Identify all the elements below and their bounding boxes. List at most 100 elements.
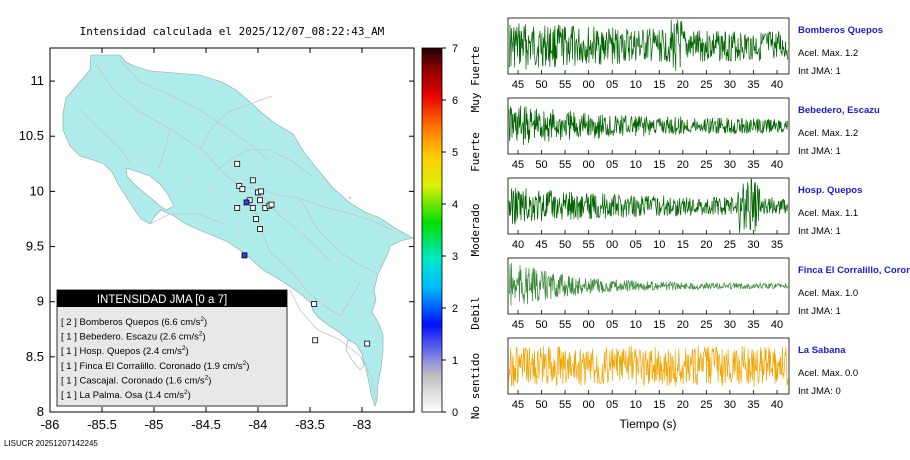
station-marker [364, 340, 371, 347]
station-name: Hosp. Quepos [798, 185, 862, 196]
map-y-tick-label: 9 [37, 294, 44, 309]
station-markers [234, 160, 371, 347]
map-y-tick-label: 9.5 [26, 239, 44, 254]
legend-item-level: [ 1 ] [61, 346, 79, 357]
waveform-tick-label: 45 [512, 159, 524, 171]
waveform-tick-label: 10 [630, 79, 642, 91]
waveform-tick-label: 00 [606, 239, 618, 251]
waveform-panel: 40 45 50 55 00 05 10 15 20 25 30 35 Hosp. Quepos Acel… [507, 177, 862, 251]
legend-item-sup: 2 [205, 374, 209, 381]
legend-header [57, 290, 287, 307]
waveform-tick-label: 50 [535, 319, 547, 331]
station-marker [239, 186, 246, 193]
waveform-tick-label: 40 [512, 239, 524, 251]
map-y-tick-label: 10.5 [19, 128, 44, 143]
waveform-tick-label: 45 [512, 399, 524, 411]
waveform-tick-label: 05 [630, 239, 642, 251]
colorbar-tick-label: 3 [452, 251, 458, 263]
waveform-tick-label: 50 [559, 239, 571, 251]
waveform-tick-label: 40 [771, 159, 783, 171]
legend-item-level: [ 1 ] [61, 390, 79, 401]
station-int-jma: Int JMA: 0 [798, 386, 841, 397]
map-frame [49, 47, 415, 413]
legend-item-sup: 2 [184, 389, 188, 396]
waveform-tick-label: 40 [771, 399, 783, 411]
waveform-panel: 45 50 55 00 05 10 15 20 25 30 35 40 La Sabana Acel. M… [507, 337, 858, 411]
legend-item-tail: ) [208, 375, 211, 386]
road-network [79, 59, 393, 401]
station-marker [243, 199, 250, 206]
legend-item-value: (1.6 cm/s [166, 375, 205, 386]
legend-item-tail: ) [204, 317, 207, 328]
waveform-tick-label: 10 [630, 159, 642, 171]
legend-item: [ 1 ] Cascajal. Coronado (1.6 cm/s2) [61, 374, 211, 386]
legend-item-tail: ) [188, 390, 191, 401]
legend-item-value: (1.9 cm/s [204, 361, 243, 372]
station-marker [241, 252, 248, 259]
map-x-axis: -86 -85.5 -85 -84.5 -84 -83.5 -83 [41, 48, 372, 432]
map-x-tick-label: -83 [353, 417, 372, 432]
station-marker [249, 205, 256, 211]
station-marker [257, 197, 263, 204]
station-name: Bomberos Quepos [798, 25, 883, 36]
waveform-tick-label: 30 [724, 79, 736, 91]
legend-item-value: (2.4 cm/s [143, 346, 182, 357]
waveform-trace [508, 105, 789, 146]
waveform-tick-label: 45 [512, 79, 524, 91]
waveform-tick-label: 50 [535, 159, 547, 171]
legend-item-level: [ 2 ] [61, 317, 79, 328]
legend-item-value: (6.6 cm/s [161, 317, 200, 328]
intensity-map: Intensidad calculada el 2025/12/07_08:22… [19, 25, 415, 432]
station-acel-max: Acel. Max. 1.1 [798, 208, 858, 219]
colorbar-category-label: Debil [469, 297, 482, 330]
waveform-tick-label: 45 [535, 239, 547, 251]
colorbar-ticks: 0 1 2 3 4 5 6 7 [442, 43, 458, 419]
station-acel-max: Acel. Max. 1.0 [798, 288, 858, 299]
waveform-tick-label: 55 [559, 319, 571, 331]
station-marker [311, 301, 318, 307]
station-int-jma: Int JMA: 1 [798, 66, 841, 77]
waveform-tick-label: 15 [653, 79, 665, 91]
legend-item-level: [ 1 ] [61, 361, 79, 372]
waveform-tick-label: 30 [724, 319, 736, 331]
waveform-tick-label: 40 [771, 319, 783, 331]
station-name: Bebedero, Escazu [798, 105, 880, 116]
station-marker [258, 188, 265, 195]
waveform-tick-label: 10 [653, 239, 665, 251]
colorbar-tick-label: 6 [452, 95, 458, 107]
waveform-tick-label: 10 [630, 319, 642, 331]
intensity-colorbar: 0 1 2 3 4 5 6 7 No sentido Debil Moderado Fuerte Mu… [421, 43, 482, 419]
legend-item-tail: ) [186, 346, 189, 357]
legend-item-sup: 2 [200, 316, 204, 323]
waveform-tick-label: 25 [700, 79, 712, 91]
legend-item-value: (2.6 cm/s [160, 332, 199, 343]
station-marker [312, 337, 319, 344]
legend-item-name: Cascajal. Coronado [79, 375, 165, 386]
waveform-tick-label: 50 [535, 79, 547, 91]
station-int-jma: Int JMA: 1 [798, 146, 841, 157]
legend-item: [ 1 ] Finca El Corralillo. Coronado (1.9… [61, 360, 249, 372]
station-marker [268, 201, 275, 208]
waveform-panel: 45 50 55 00 05 10 15 20 25 30 35 40 Finca El Corrali… [507, 257, 910, 331]
map-legend: INTENSIDAD JMA [0 a 7] [ 2 ] Bomberos Qu… [56, 289, 288, 407]
waveform-tick-label: 20 [677, 399, 689, 411]
colorbar-category-label: Muy Fuerte [469, 46, 482, 112]
legend-item-name: Bebedero. Escazu [79, 332, 159, 343]
waveform-tick-label: 15 [653, 319, 665, 331]
legend-item-level: [ 1 ] [61, 375, 79, 386]
station-int-jma: Int JMA: 1 [798, 226, 841, 237]
station-name: Finca El Corralillo, Coronado [798, 265, 910, 276]
colorbar-tick-label: 4 [452, 199, 458, 211]
legend-item: [ 1 ] Hosp. Quepos (2.4 cm/s2) [61, 345, 189, 357]
station-int-jma: Int JMA: 1 [798, 306, 841, 317]
waveform-trace [508, 19, 789, 71]
legend-item-sup: 2 [199, 331, 203, 338]
legend-item: [ 2 ] Bomberos Quepos (6.6 cm/s2) [61, 316, 207, 328]
legend-item-sup: 2 [243, 360, 247, 367]
waveform-tick-label: 15 [653, 159, 665, 171]
station-marker [234, 160, 241, 167]
map-y-tick-label: 8.5 [26, 349, 44, 364]
station-acel-max: Acel. Max. 0.0 [798, 368, 858, 379]
waveform-tick-label: 20 [677, 79, 689, 91]
